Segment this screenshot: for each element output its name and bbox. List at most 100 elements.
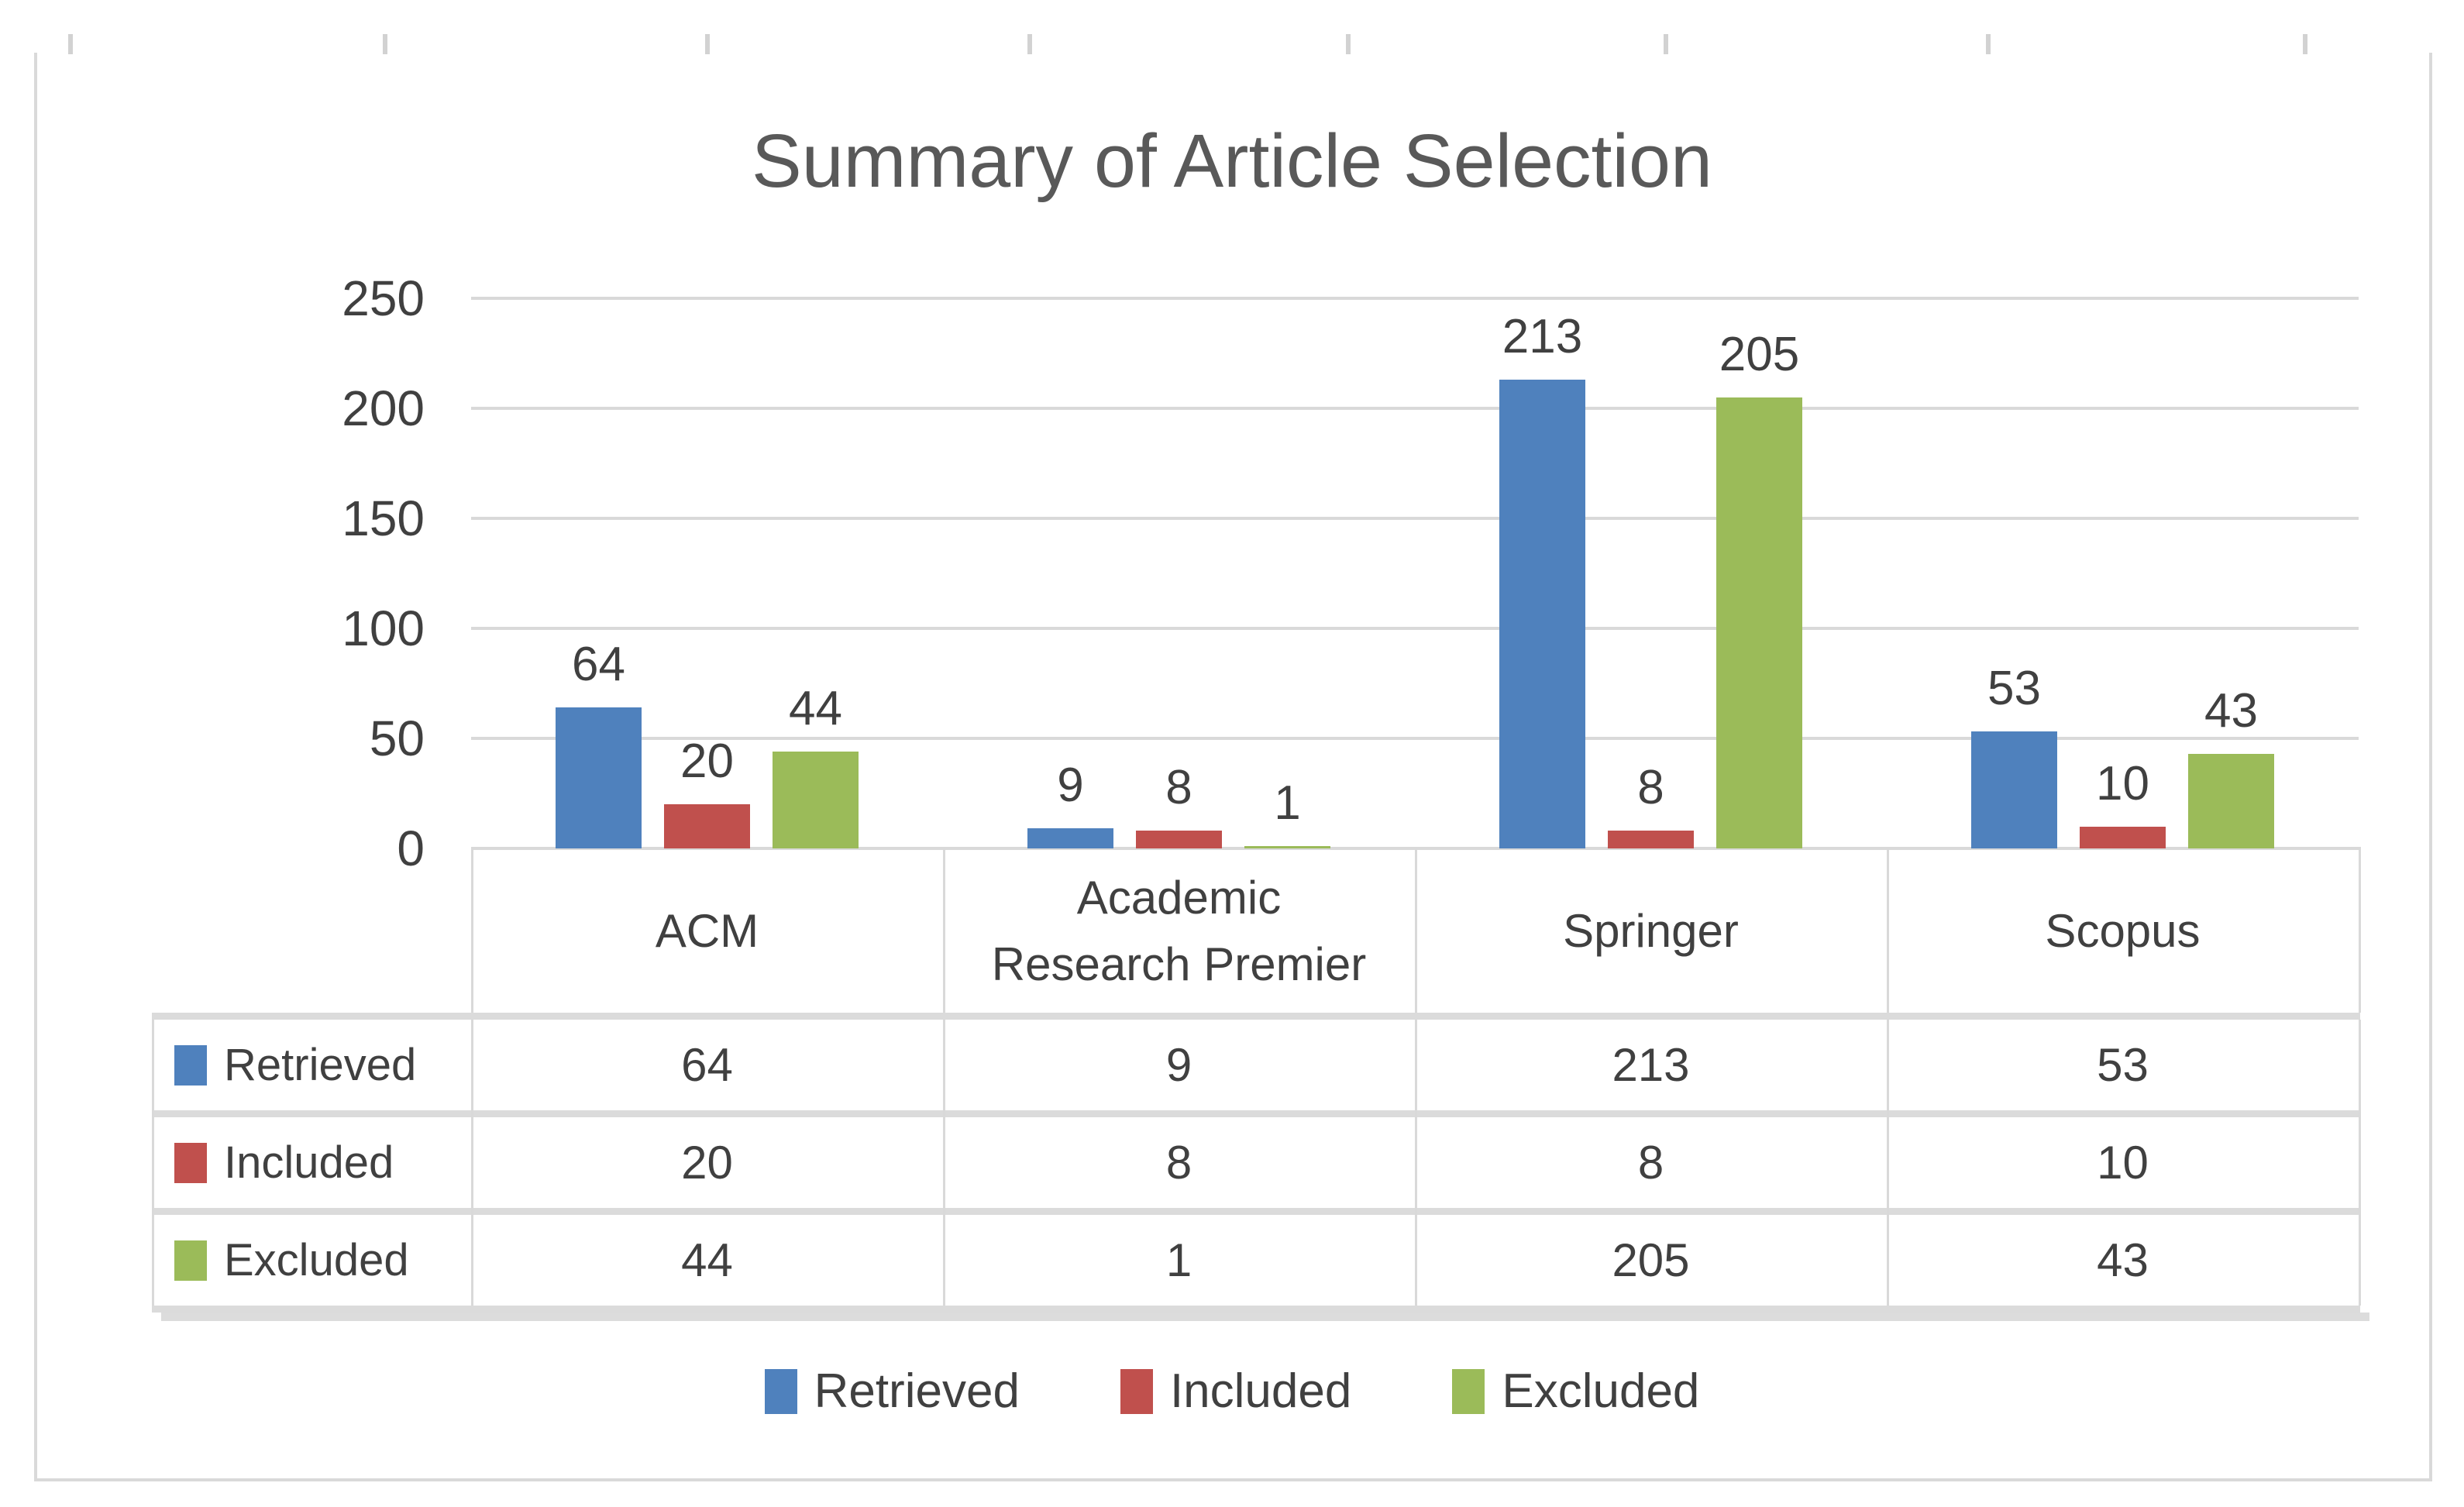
table-row-separator — [152, 1208, 2360, 1215]
series-name-label: Included — [224, 1137, 394, 1188]
legend-label: Excluded — [1502, 1364, 1700, 1418]
y-axis-tick-label: 150 — [342, 490, 425, 546]
table-column-border — [943, 847, 945, 1013]
spreadsheet-column-tick — [1664, 34, 1668, 54]
table-column-border — [1887, 847, 1889, 1013]
legend-item-excluded: Excluded — [1452, 1364, 1699, 1419]
y-axis-tick-label: 100 — [342, 600, 425, 656]
bar-retrieved-2 — [1499, 380, 1585, 848]
bar-included-0 — [664, 804, 750, 848]
spreadsheet-column-tick — [1986, 34, 1991, 54]
table-row-label-included: Included — [154, 1117, 491, 1208]
table-column-border — [471, 847, 473, 1013]
table-column-border — [1415, 847, 1417, 1013]
y-axis-tick-label: 200 — [342, 380, 425, 436]
table-header-label: ACM — [655, 905, 759, 957]
table-header-acm: ACM — [471, 850, 943, 1013]
bar-excluded-2 — [1716, 397, 1802, 848]
spreadsheet-column-tick — [68, 34, 73, 54]
table-row-label-excluded: Excluded — [154, 1215, 491, 1306]
spreadsheet-column-tick — [1027, 34, 1032, 54]
legend-label: Retrieved — [814, 1364, 1020, 1418]
y-gridline — [471, 737, 2359, 740]
table-column-border — [2359, 1020, 2361, 1306]
included-key-swatch — [174, 1142, 207, 1183]
table-column-border — [943, 1020, 945, 1306]
table-cell-retrieved-1: 9 — [1165, 1039, 1192, 1091]
bar-retrieved-0 — [556, 707, 642, 848]
table-header-scopus: Scopus — [1887, 850, 2359, 1013]
table-cell-excluded-2: 205 — [1612, 1234, 1690, 1286]
excluded-key-swatch — [174, 1240, 207, 1281]
bar-included-1 — [1136, 831, 1222, 848]
table-cell-included-1: 8 — [1165, 1137, 1192, 1189]
table-row-separator — [152, 1306, 2360, 1313]
table-cell-included-2: 8 — [1637, 1137, 1664, 1189]
table-cell-retrieved-3: 53 — [2097, 1039, 2149, 1091]
bar-value-label: 53 — [1987, 662, 2041, 716]
table-row-label-retrieved: Retrieved — [154, 1020, 491, 1110]
table-column-border — [471, 1020, 473, 1306]
bar-value-label: 1 — [1274, 776, 1301, 831]
table-column-border — [1887, 1020, 1889, 1306]
y-axis-tick-label: 250 — [342, 270, 425, 326]
bar-value-label: 44 — [789, 682, 842, 736]
series-name-label: Retrieved — [224, 1040, 417, 1090]
table-header-label: Scopus — [2045, 905, 2201, 957]
legend-label: Included — [1169, 1364, 1352, 1418]
included-legend-swatch — [1120, 1368, 1153, 1414]
spreadsheet-column-tick — [2303, 34, 2307, 54]
bar-value-label: 205 — [1719, 327, 1800, 381]
table-header-academic-research-premier: Academic Research Premier — [943, 850, 1415, 1013]
bar-retrieved-1 — [1027, 828, 1113, 848]
y-axis-tick-label: 50 — [369, 710, 425, 766]
retrieved-key-swatch — [174, 1044, 207, 1086]
legend-item-retrieved: Retrieved — [764, 1364, 1020, 1419]
bar-value-label: 10 — [2096, 756, 2149, 810]
table-cell-included-0: 20 — [681, 1137, 733, 1189]
bar-value-label: 8 — [1637, 761, 1664, 815]
retrieved-legend-swatch — [764, 1368, 797, 1414]
bar-included-3 — [2080, 827, 2166, 848]
table-row-separator — [152, 1013, 2360, 1020]
y-axis-tick-label: 0 — [397, 821, 425, 876]
bar-value-label: 64 — [572, 638, 625, 692]
spreadsheet-column-tick — [705, 34, 710, 54]
bar-value-label: 8 — [1165, 761, 1192, 815]
table-cell-excluded-1: 1 — [1165, 1234, 1192, 1286]
chart-legend: Retrieved Included Excluded — [0, 1364, 2464, 1419]
y-gridline — [471, 407, 2359, 410]
y-gridline — [471, 517, 2359, 520]
table-cell-retrieved-2: 213 — [1612, 1039, 1690, 1091]
bar-excluded-1 — [1244, 846, 1330, 848]
y-gridline — [471, 297, 2359, 300]
y-gridline — [471, 627, 2359, 630]
bar-value-label: 213 — [1502, 310, 1583, 364]
table-header-springer: Springer — [1415, 850, 1887, 1013]
table-row-separator — [152, 1110, 2360, 1117]
table-column-border — [2359, 847, 2361, 1013]
bar-excluded-3 — [2188, 754, 2274, 848]
bar-excluded-0 — [773, 752, 859, 848]
excluded-legend-swatch — [1452, 1368, 1485, 1414]
table-cell-included-3: 10 — [2097, 1137, 2149, 1189]
table-column-border — [1415, 1020, 1417, 1306]
series-name-label: Excluded — [224, 1235, 409, 1285]
bar-included-2 — [1608, 831, 1694, 848]
bar-retrieved-3 — [1971, 731, 2057, 848]
spreadsheet-column-tick — [1346, 34, 1351, 54]
bar-value-label: 20 — [680, 735, 734, 789]
table-header-label: Academic Research Premier — [991, 872, 1367, 990]
table-cell-excluded-3: 43 — [2097, 1234, 2149, 1286]
legend-item-included: Included — [1120, 1364, 1351, 1419]
table-shadow — [161, 1313, 2369, 1321]
table-header-label: Springer — [1563, 905, 1739, 957]
table-column-border — [152, 1020, 154, 1306]
bar-value-label: 9 — [1057, 759, 1084, 813]
chart-title: Summary of Article Selection — [752, 119, 1712, 203]
bar-value-label: 43 — [2204, 683, 2258, 738]
table-cell-retrieved-0: 64 — [681, 1039, 733, 1091]
table-cell-excluded-0: 44 — [681, 1234, 733, 1286]
spreadsheet-column-tick — [383, 34, 387, 54]
